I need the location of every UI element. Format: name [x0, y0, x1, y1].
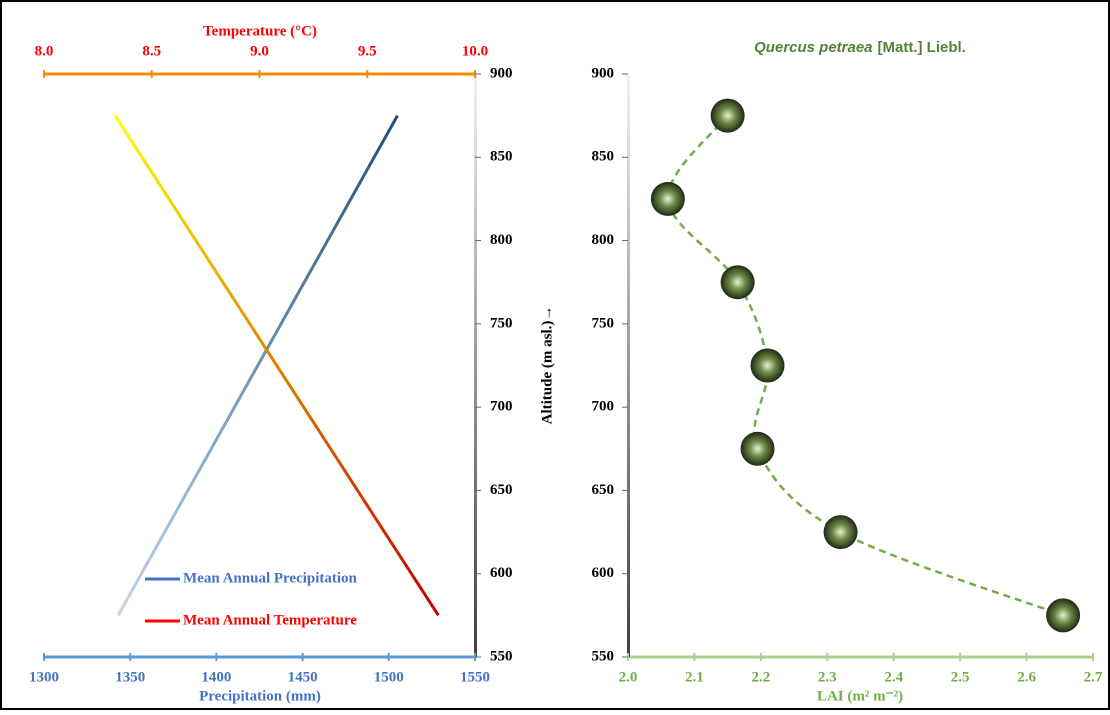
- lai-point: [720, 265, 755, 300]
- series-line: [116, 114, 399, 617]
- x2-tick-label: 8.0: [35, 43, 54, 59]
- series-line: [113, 114, 440, 617]
- y-tick-label: 600: [592, 565, 615, 581]
- x2-tick-label: 8.5: [142, 43, 161, 59]
- y-tick-label: 700: [592, 399, 615, 415]
- y-tick-label: 800: [490, 232, 513, 248]
- y-tick-label: 650: [490, 482, 513, 498]
- x-axis-title: LAI (m² m⁻²): [817, 688, 903, 704]
- y-tick-label: 850: [592, 149, 615, 165]
- x-tick-label: 2.4: [884, 669, 903, 685]
- legend-label: Mean Annual Temperature: [183, 612, 357, 628]
- x-tick-label: 2.7: [1084, 669, 1103, 685]
- title-authority: [Matt.] Liebl.: [878, 39, 966, 56]
- x2-tick-label: 10.0: [462, 43, 488, 59]
- x-tick-label: 1450: [288, 669, 318, 685]
- x-tick-label: 1500: [374, 669, 404, 685]
- y-tick-label: 900: [490, 65, 513, 81]
- x-tick-label: 1400: [201, 669, 231, 685]
- lai-point: [650, 181, 685, 216]
- x2-axis-title: Temperature (°C): [203, 23, 317, 39]
- lai-point: [750, 348, 785, 383]
- y-tick-label: 700: [490, 399, 513, 415]
- lai-point: [710, 98, 745, 133]
- y-tick-label: 900: [592, 65, 615, 81]
- y-tick-label: 750: [592, 315, 615, 331]
- lai-point: [823, 515, 858, 550]
- y-axis: [474, 74, 477, 657]
- y-tick-label: 550: [592, 648, 615, 664]
- lai-point: [740, 431, 775, 466]
- legend-label: Mean Annual Precipitation: [183, 570, 358, 586]
- y-tick-label: 550: [490, 648, 513, 664]
- y-tick-label: 750: [490, 315, 513, 331]
- x-tick-label: 1350: [115, 669, 145, 685]
- x-axis-title: Precipitation (mm): [199, 688, 321, 704]
- x-tick-label: 2.6: [1017, 669, 1036, 685]
- y-tick-label: 600: [490, 565, 513, 581]
- y-axis: [627, 74, 630, 657]
- x-tick-label: 2.3: [818, 669, 837, 685]
- x-tick-label: 1300: [29, 669, 59, 685]
- x2-tick-label: 9.0: [250, 43, 269, 59]
- x-tick-label: 2.0: [619, 669, 638, 685]
- x-tick-label: 1550: [460, 669, 490, 685]
- x2-tick-label: 9.5: [358, 43, 377, 59]
- lai-point: [1046, 598, 1081, 633]
- title-species: Quercus petraea: [754, 39, 872, 56]
- x-tick-label: 2.1: [685, 669, 704, 685]
- lai-curve: [666, 114, 1064, 617]
- x-tick-label: 2.5: [951, 669, 970, 685]
- y-axis-title: Altitude (m asl.)→: [539, 306, 555, 425]
- y-tick-label: 800: [592, 232, 615, 248]
- y-tick-label: 650: [592, 482, 615, 498]
- x-tick-label: 2.2: [751, 669, 770, 685]
- y-tick-label: 850: [490, 149, 513, 165]
- chart-title: Quercus petraea [Matt.] Liebl.: [754, 39, 966, 56]
